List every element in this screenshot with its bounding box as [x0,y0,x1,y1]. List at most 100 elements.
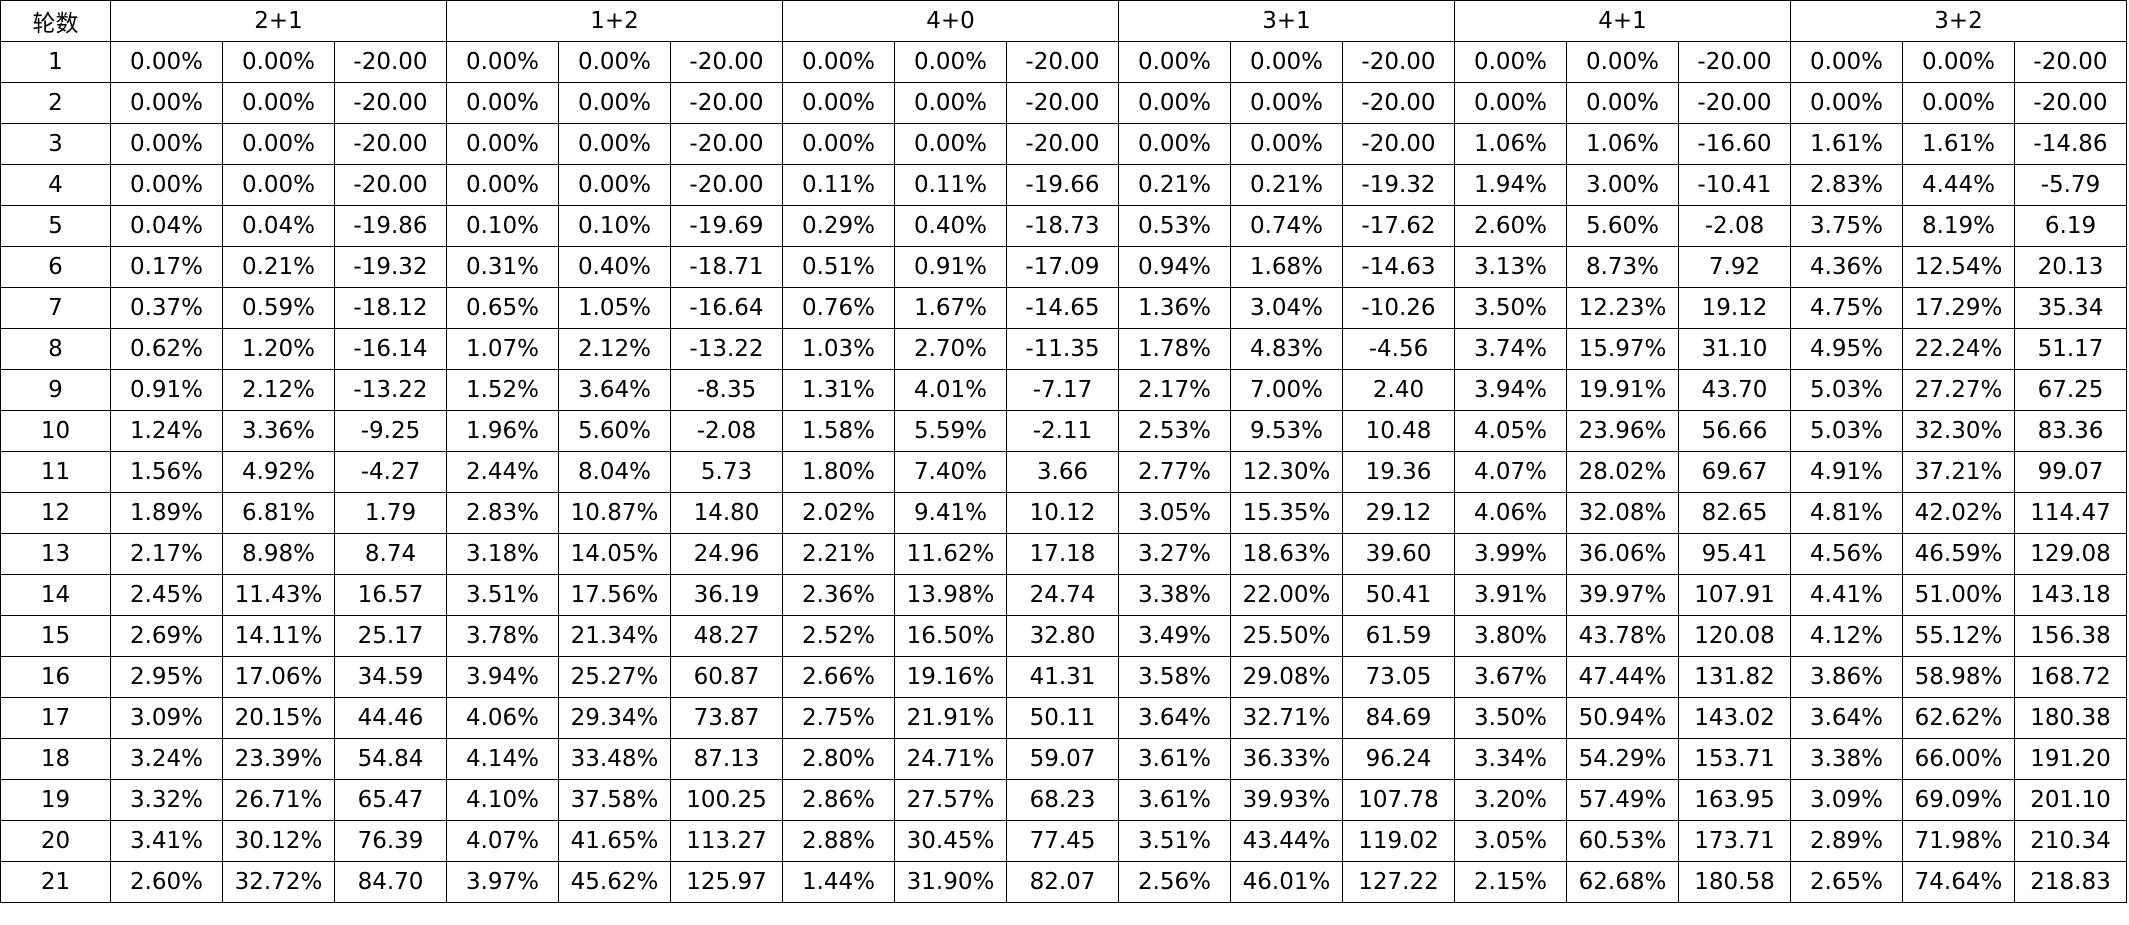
value-cell: 3.99% [1454,533,1567,575]
value-cell: 51.17 [2014,328,2127,370]
value-cell: 2.52% [782,615,895,657]
value-cell: 4.12% [1790,615,1903,657]
value-cell: 2.88% [782,820,895,862]
value-cell: -20.00 [1342,41,1455,83]
value-cell: 3.94% [1454,369,1567,411]
value-cell: 46.01% [1230,861,1343,903]
value-cell: 114.47 [2014,492,2127,534]
value-cell: 11.62% [894,533,1007,575]
value-cell: 8.73% [1566,246,1679,288]
table-row: 21 2.60% 32.72% 84.70 3.97% 45.62% 125.97 1.44%… [0,861,2127,903]
value-cell: 14.11% [222,615,335,657]
value-cell: 129.08 [2014,533,2127,575]
group-header: 3+1 [1118,0,1455,42]
value-cell: 48.27 [670,615,783,657]
value-cell: 77.45 [1006,820,1119,862]
value-cell: 0.76% [782,287,895,329]
group-header: 4+0 [782,0,1119,42]
value-cell: 1.31% [782,369,895,411]
value-cell: 62.68% [1566,861,1679,903]
value-cell: 27.57% [894,779,1007,821]
value-cell: 0.10% [558,205,671,247]
table-row: 7 0.37% 0.59% -18.12 0.65% 1.05% -16.64 0.76% 1.… [0,287,2127,329]
value-cell: 3.13% [1454,246,1567,288]
value-cell: 11.43% [222,574,335,616]
value-cell: -4.27 [334,451,447,493]
value-cell: 2.69% [110,615,223,657]
table-row: 18 3.24% 23.39% 54.84 4.14% 33.48% 87.13 2.80% 2… [0,738,2127,780]
value-cell: 29.08% [1230,656,1343,698]
value-cell: 4.36% [1790,246,1903,288]
value-cell: 3.20% [1454,779,1567,821]
value-cell: -20.00 [334,164,447,206]
value-cell: 21.34% [558,615,671,657]
value-cell: 4.01% [894,369,1007,411]
value-cell: 35.34 [2014,287,2127,329]
value-cell: -13.22 [670,328,783,370]
value-cell: 7.92 [1678,246,1791,288]
value-cell: 19.36 [1342,451,1455,493]
value-cell: 4.07% [446,820,559,862]
value-cell: -20.00 [670,164,783,206]
value-cell: 29.12 [1342,492,1455,534]
value-cell: 143.18 [2014,574,2127,616]
value-cell: 83.36 [2014,410,2127,452]
value-cell: 0.00% [1790,82,1903,124]
value-cell: 2.45% [110,574,223,616]
value-cell: 12.54% [1902,246,2015,288]
value-cell: 180.38 [2014,697,2127,739]
table-row: 4 0.00% 0.00% -20.00 0.00% 0.00% -20.00 0.11% 0.… [0,164,2127,206]
value-cell: 14.80 [670,492,783,534]
value-cell: 3.58% [1118,656,1231,698]
value-cell: 15.35% [1230,492,1343,534]
value-cell: 0.00% [782,41,895,83]
value-cell: 3.94% [446,656,559,698]
value-cell: 20.13 [2014,246,2127,288]
value-cell: 23.96% [1566,410,1679,452]
table-row: 2 0.00% 0.00% -20.00 0.00% 0.00% -20.00 0.00% 0.… [0,82,2127,124]
value-cell: 3.24% [110,738,223,780]
value-cell: -19.32 [334,246,447,288]
value-cell: 31.10 [1678,328,1791,370]
value-cell: 30.45% [894,820,1007,862]
group-header: 4+1 [1454,0,1791,42]
value-cell: 0.94% [1118,246,1231,288]
value-cell: -10.26 [1342,287,1455,329]
value-cell: 99.07 [2014,451,2127,493]
value-cell: 5.60% [558,410,671,452]
value-cell: 120.08 [1678,615,1791,657]
table-row: 9 0.91% 2.12% -13.22 1.52% 3.64% -8.35 1.31% 4.0… [0,369,2127,411]
value-cell: 1.52% [446,369,559,411]
value-cell: 47.44% [1566,656,1679,698]
round-cell: 10 [0,410,111,452]
value-cell: 24.74 [1006,574,1119,616]
value-cell: 0.21% [222,246,335,288]
value-cell: 5.03% [1790,369,1903,411]
value-cell: 8.74 [334,533,447,575]
value-cell: 84.69 [1342,697,1455,739]
value-cell: 3.41% [110,820,223,862]
value-cell: -19.32 [1342,164,1455,206]
value-cell: 1.03% [782,328,895,370]
value-cell: 2.17% [1118,369,1231,411]
value-cell: 5.60% [1566,205,1679,247]
value-cell: 14.05% [558,533,671,575]
value-cell: 39.93% [1230,779,1343,821]
value-cell: 3.09% [110,697,223,739]
round-cell: 19 [0,779,111,821]
value-cell: 4.06% [1454,492,1567,534]
value-cell: -16.60 [1678,123,1791,165]
value-cell: 54.29% [1566,738,1679,780]
value-cell: 0.40% [558,246,671,288]
round-cell: 5 [0,205,111,247]
value-cell: 1.89% [110,492,223,534]
table-row: 10 1.24% 3.36% -9.25 1.96% 5.60% -2.08 1.58% 5.5… [0,410,2127,452]
value-cell: -20.00 [334,41,447,83]
value-cell: 127.22 [1342,861,1455,903]
value-cell: 2.83% [1790,164,1903,206]
value-cell: 113.27 [670,820,783,862]
value-cell: 51.00% [1902,574,2015,616]
value-cell: 0.65% [446,287,559,329]
value-cell: 0.00% [1566,82,1679,124]
value-cell: 5.03% [1790,410,1903,452]
